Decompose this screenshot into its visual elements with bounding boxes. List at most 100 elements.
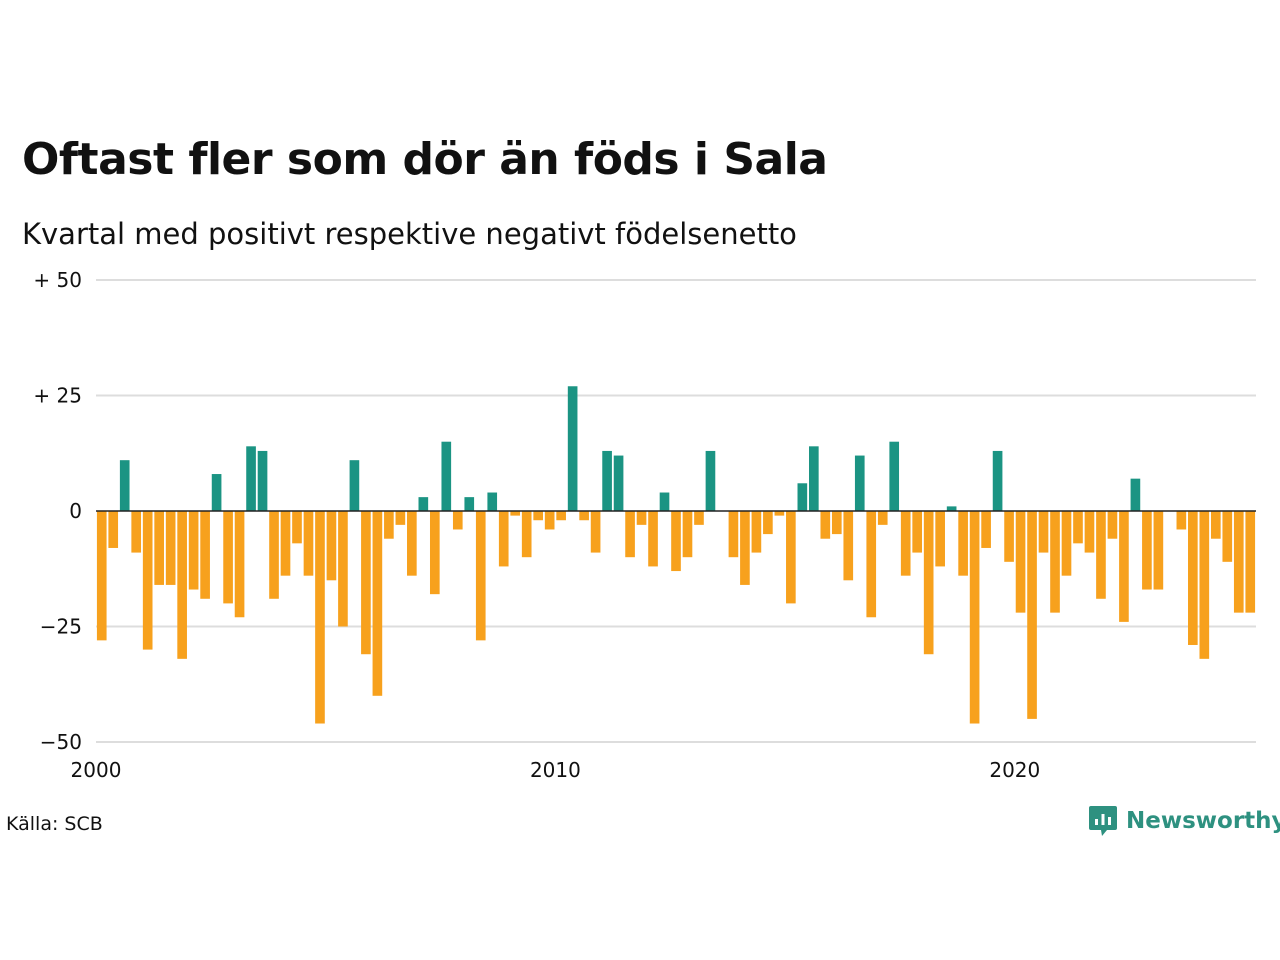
bar xyxy=(854,455,865,511)
bar xyxy=(303,511,314,576)
bar xyxy=(1038,511,1049,553)
bar xyxy=(1119,511,1129,622)
y-tick-label: −25 xyxy=(40,615,82,639)
bar xyxy=(797,483,808,511)
bar xyxy=(889,441,900,511)
bar xyxy=(923,511,934,655)
bar xyxy=(257,450,268,511)
bar xyxy=(429,511,440,595)
bar xyxy=(338,511,348,627)
bar xyxy=(349,460,360,511)
bar xyxy=(418,497,429,511)
bar xyxy=(1210,511,1221,539)
grid-lines xyxy=(96,279,1256,743)
bar xyxy=(441,441,452,511)
bar xyxy=(154,511,164,585)
bar xyxy=(475,511,486,641)
bar xyxy=(326,511,337,581)
bar xyxy=(786,511,796,604)
bar xyxy=(142,511,153,650)
bar xyxy=(751,511,762,553)
source-note: Källa: SCB xyxy=(6,813,103,835)
bar xyxy=(119,460,130,511)
bar xyxy=(188,511,199,590)
chart-subtitle: Kvartal med positivt respektive negativt… xyxy=(22,217,797,251)
bar xyxy=(981,511,991,548)
bar xyxy=(1153,511,1164,590)
y-tick-label: 0 xyxy=(69,499,82,523)
bar xyxy=(682,511,693,558)
bar xyxy=(407,511,417,576)
bar xyxy=(843,511,854,581)
bar xyxy=(613,455,624,511)
bar xyxy=(131,511,142,553)
bar xyxy=(877,511,888,525)
bar xyxy=(200,511,210,599)
bar xyxy=(774,511,785,516)
bar xyxy=(900,511,911,576)
bar xyxy=(1015,511,1026,613)
y-tick-label: + 25 xyxy=(33,384,82,408)
bar xyxy=(579,511,589,521)
bar xyxy=(211,474,222,511)
bar xyxy=(361,511,371,655)
bar xyxy=(1004,511,1014,562)
bar xyxy=(1084,511,1095,553)
bar xyxy=(1222,511,1233,562)
x-axis-ticks: 2000 2010 2020 xyxy=(71,758,1041,782)
bar xyxy=(969,511,980,724)
bar xyxy=(636,511,647,525)
bar xyxy=(705,450,716,511)
bar xyxy=(728,511,739,558)
bar xyxy=(487,492,498,511)
y-tick-label: −50 xyxy=(40,730,82,754)
brand-name: Newsworthy xyxy=(1126,808,1280,834)
bar xyxy=(1176,511,1187,530)
bar xyxy=(763,511,773,535)
bar xyxy=(315,511,325,724)
bar xyxy=(659,492,670,511)
x-tick-label: 2000 xyxy=(71,758,122,782)
bar xyxy=(395,511,406,525)
bar xyxy=(1130,478,1141,511)
bar xyxy=(1096,511,1106,599)
bar xyxy=(246,446,256,511)
bar xyxy=(1027,511,1037,719)
bar xyxy=(935,511,945,567)
bar xyxy=(1073,511,1083,544)
bar xyxy=(292,511,302,544)
bar xyxy=(1050,511,1060,613)
chart-title: Oftast fler som dör än föds i Sala xyxy=(22,134,828,185)
bar xyxy=(602,450,612,511)
bars xyxy=(96,386,1256,724)
bar xyxy=(1199,511,1210,659)
bar xyxy=(510,511,521,516)
y-tick-label: + 50 xyxy=(33,268,82,292)
bar xyxy=(108,511,119,548)
bar xyxy=(280,511,291,576)
bar xyxy=(567,386,578,511)
bar xyxy=(625,511,635,558)
bar xyxy=(831,511,842,535)
bar xyxy=(1061,511,1072,576)
bar xyxy=(544,511,555,530)
bar xyxy=(556,511,566,521)
bar xyxy=(958,511,968,576)
bar xyxy=(992,450,1003,511)
bar xyxy=(866,511,877,618)
newsworthy-logo-icon xyxy=(1089,806,1117,836)
bar xyxy=(946,506,957,511)
bar xyxy=(1233,511,1244,613)
bar xyxy=(809,446,819,511)
bar xyxy=(671,511,681,572)
bar xyxy=(648,511,658,567)
bar xyxy=(498,511,509,567)
bar xyxy=(234,511,245,618)
bar xyxy=(740,511,750,585)
brand-logo: Newsworthy xyxy=(1088,804,1280,838)
y-axis-ticks: + 50 + 25 0 −25 −50 xyxy=(33,268,82,754)
bar xyxy=(590,511,601,553)
x-tick-label: 2020 xyxy=(989,758,1040,782)
bar xyxy=(452,511,463,530)
bar xyxy=(269,511,279,599)
